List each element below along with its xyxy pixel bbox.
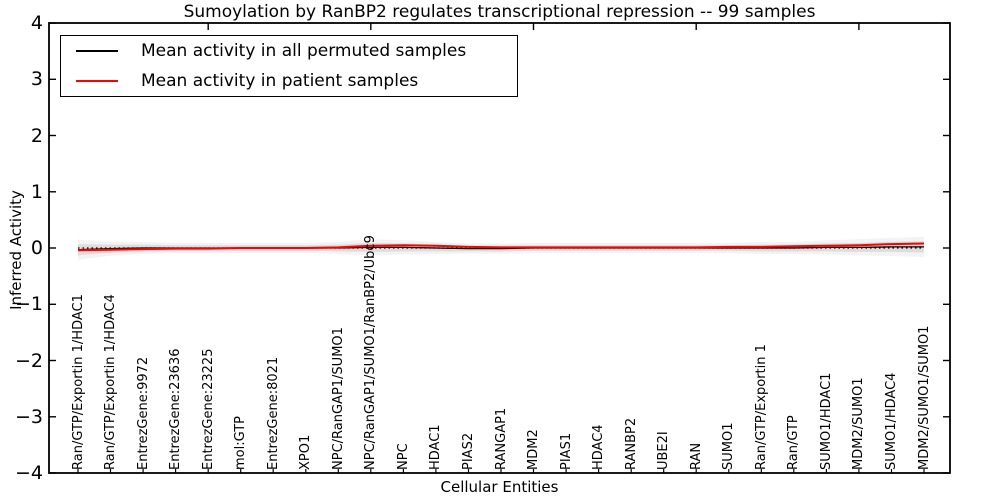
- y-tick-label: −3: [14, 405, 43, 428]
- legend-entry-permuted: Mean activity in all permuted samples: [61, 37, 517, 65]
- chart-title: Sumoylation by RanBP2 regulates transcri…: [183, 2, 816, 22]
- series-line-patient: [77, 242, 925, 252]
- legend-label: Mean activity in all permuted samples: [141, 41, 467, 62]
- legend: Mean activity in all permuted samples Me…: [60, 35, 518, 97]
- x-tick-label: EntrezGene:8021: [265, 356, 281, 470]
- x-tick-label: RAN: [688, 442, 704, 470]
- x-tick-label: EntrezGene:23225: [200, 348, 216, 470]
- x-tick-label: mol:GTP: [233, 416, 249, 470]
- x-tick-label: RANGAP1: [493, 407, 509, 470]
- x-tick-label: EntrezGene:23636: [168, 348, 184, 470]
- x-tick-label: MDM2/SUMO1/SUMO1: [916, 325, 932, 470]
- x-tick-label: HDAC4: [591, 424, 607, 470]
- x-tick-label: EntrezGene:9972: [135, 356, 151, 470]
- x-tick-label: MDM2: [526, 429, 542, 470]
- legend-label: Mean activity in patient samples: [141, 70, 419, 91]
- x-tick-label: SUMO1: [721, 422, 737, 471]
- y-tick-label: −1: [14, 293, 43, 316]
- x-tick-label: NPC/RanGAP1/SUMO1: [330, 327, 346, 470]
- x-tick-label: PIAS1: [558, 432, 574, 470]
- y-tick-label: 0: [30, 237, 43, 259]
- x-tick-label: MDM2/SUMO1: [851, 377, 867, 470]
- y-tick-label: 3: [30, 68, 43, 91]
- x-tick-label: UBE2I: [656, 431, 672, 470]
- x-tick-label: SUMO1/HDAC4: [883, 372, 899, 470]
- y-tick-label: 4: [30, 12, 43, 34]
- y-tick-label: 2: [30, 124, 43, 147]
- x-tick-label: SUMO1/HDAC1: [818, 372, 834, 470]
- legend-entry-patient: Mean activity in patient samples: [61, 67, 517, 95]
- y-tick-label: −2: [14, 349, 43, 372]
- legend-line-sample-red: [76, 79, 118, 82]
- x-tick-label: HDAC1: [428, 424, 444, 470]
- x-tick-label: RANBP2: [623, 417, 639, 470]
- x-tick-label: PIAS2: [460, 432, 476, 470]
- x-tick-label: NPC: [395, 443, 411, 470]
- y-tick-label: −4: [14, 462, 43, 484]
- x-axis-label: Cellular Entities: [440, 478, 559, 496]
- x-tick-label: Ran/GTP/Exportin 1/HDAC1: [70, 294, 86, 470]
- legend-line-sample-black: [76, 50, 118, 53]
- y-tick-label: 1: [30, 180, 43, 203]
- x-tick-label: Ran/GTP: [786, 415, 802, 470]
- x-tick-label: NPC/RanGAP1/SUMO1/RanBP2/Ubc9: [363, 235, 379, 470]
- x-tick-label: Ran/GTP/Exportin 1/HDAC4: [103, 294, 119, 470]
- x-tick-label: XPO1: [298, 434, 314, 470]
- x-tick-label: Ran/GTP/Exportin 1: [753, 344, 769, 470]
